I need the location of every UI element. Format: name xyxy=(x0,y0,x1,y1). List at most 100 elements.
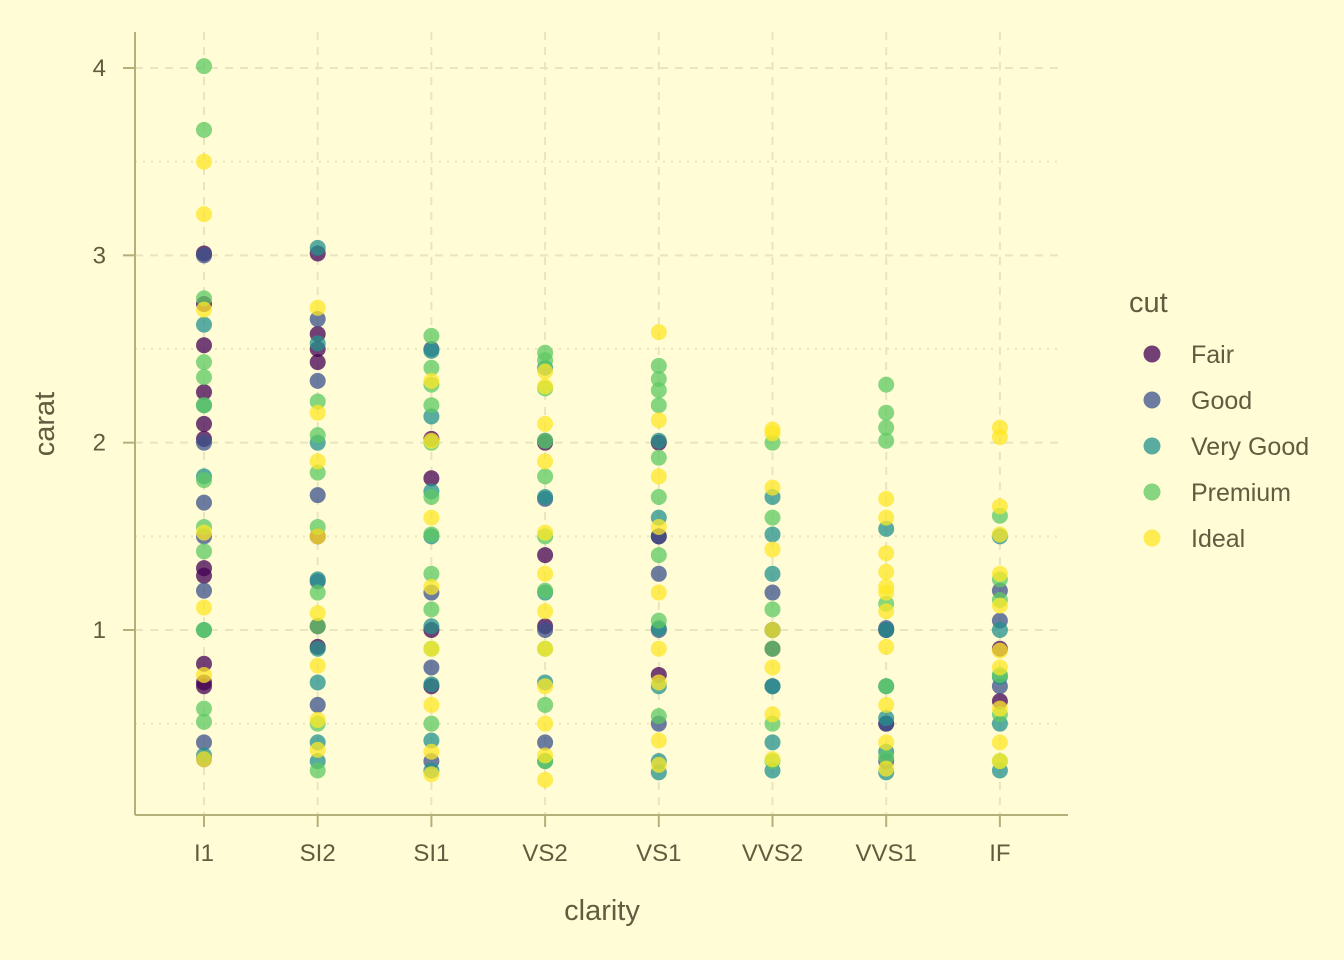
data-point xyxy=(650,612,667,629)
data-point xyxy=(423,715,440,732)
data-point xyxy=(423,618,440,635)
y-tick-label: 4 xyxy=(93,55,106,82)
data-point xyxy=(537,453,554,470)
data-point xyxy=(309,696,326,713)
data-point xyxy=(764,425,781,442)
data-point xyxy=(537,747,554,764)
data-point xyxy=(537,378,554,395)
legend-label: Good xyxy=(1191,387,1252,415)
data-point xyxy=(423,601,440,618)
legend-swatch xyxy=(1143,391,1161,409)
data-point xyxy=(196,713,212,730)
data-point xyxy=(196,153,212,170)
data-point xyxy=(309,311,326,328)
data-point xyxy=(878,490,895,507)
legend-label: Very Good xyxy=(1191,433,1309,461)
data-point xyxy=(991,565,1008,582)
legend-title: cut xyxy=(1129,287,1168,319)
data-point xyxy=(309,605,326,622)
data-point xyxy=(878,520,895,537)
data-point xyxy=(878,760,895,777)
data-point xyxy=(423,526,440,543)
data-point xyxy=(537,565,554,582)
data-point xyxy=(650,370,667,387)
data-point xyxy=(309,528,326,545)
data-point xyxy=(196,301,212,318)
data-point xyxy=(991,498,1008,515)
data-point xyxy=(196,494,212,511)
data-point xyxy=(196,290,212,307)
data-point xyxy=(196,337,212,354)
data-point xyxy=(196,734,212,751)
data-point xyxy=(650,756,667,773)
data-point xyxy=(650,468,667,485)
legend-label: Ideal xyxy=(1191,525,1245,553)
data-point xyxy=(309,741,326,758)
legend-swatch xyxy=(1143,483,1161,501)
data-point xyxy=(650,357,667,374)
data-point xyxy=(878,584,895,601)
data-point xyxy=(878,622,895,638)
data-point xyxy=(309,640,326,657)
data-point xyxy=(764,526,781,543)
data-point xyxy=(764,751,781,768)
data-point xyxy=(650,382,667,399)
data-point xyxy=(309,453,326,470)
data-point xyxy=(309,299,326,316)
data-point xyxy=(764,584,781,601)
data-point xyxy=(537,363,554,380)
data-point xyxy=(423,509,440,526)
data-point xyxy=(423,488,440,505)
data-point xyxy=(423,732,440,749)
data-point xyxy=(991,622,1008,638)
data-point xyxy=(650,324,667,341)
data-point xyxy=(423,743,440,760)
data-point xyxy=(537,603,554,620)
data-point xyxy=(537,547,554,564)
data-point xyxy=(991,659,1008,676)
data-point xyxy=(764,509,781,526)
data-point xyxy=(764,479,781,496)
data-point xyxy=(764,565,781,582)
data-point xyxy=(764,659,781,676)
data-point xyxy=(878,404,895,421)
data-points xyxy=(196,58,1008,788)
data-point xyxy=(196,524,212,541)
data-point xyxy=(878,696,895,713)
data-point xyxy=(764,734,781,751)
data-point xyxy=(423,676,440,693)
data-point xyxy=(423,565,440,582)
data-point xyxy=(650,432,667,449)
data-point xyxy=(196,622,212,638)
data-point xyxy=(650,584,667,601)
data-point xyxy=(991,642,1008,659)
x-tick-labels: I1 SI2 SI1 VS2 VS1 VVS2 VVS1 IF xyxy=(194,815,1011,867)
data-point xyxy=(309,487,326,504)
data-point xyxy=(537,488,554,505)
data-point xyxy=(196,415,212,432)
data-point xyxy=(764,678,781,695)
data-point xyxy=(196,397,212,414)
series-ideal xyxy=(196,153,1008,788)
data-point xyxy=(196,582,212,599)
data-point xyxy=(423,432,440,449)
data-point xyxy=(537,432,554,449)
data-point xyxy=(423,342,440,359)
data-point xyxy=(991,753,1008,770)
data-point xyxy=(196,369,212,386)
data-point xyxy=(423,640,440,657)
data-point xyxy=(537,678,554,695)
data-point xyxy=(309,762,326,779)
data-point xyxy=(764,706,781,723)
data-point xyxy=(196,316,212,333)
legend-item: Good xyxy=(1143,387,1252,415)
x-tick-label: SI2 xyxy=(300,840,336,867)
data-point xyxy=(309,393,326,410)
data-point xyxy=(423,327,440,344)
data-point xyxy=(196,472,212,489)
data-point xyxy=(196,655,212,672)
x-axis-title: clarity xyxy=(564,895,640,927)
legend-swatch xyxy=(1143,437,1161,455)
data-point xyxy=(878,734,895,751)
